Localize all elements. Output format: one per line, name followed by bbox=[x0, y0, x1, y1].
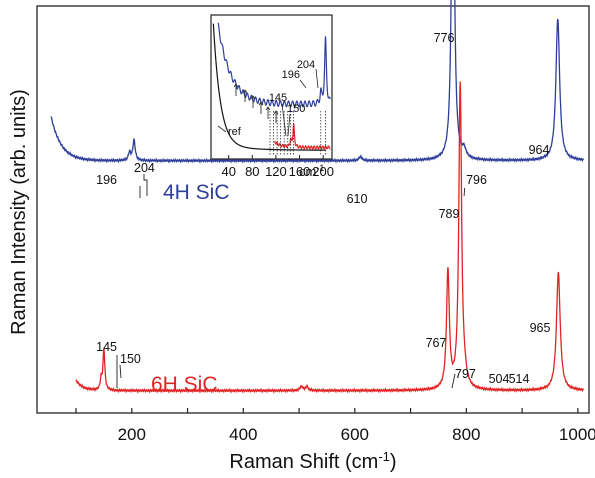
x-axis: 200 400 600 800 1000 bbox=[75, 408, 595, 444]
inset-arrow-head bbox=[233, 83, 239, 88]
x-tick-label: 200 bbox=[118, 425, 146, 444]
x-tick-label: 400 bbox=[229, 425, 257, 444]
inset-x-tick-label: 80 bbox=[245, 164, 259, 179]
inset-leader bbox=[299, 79, 307, 89]
peak-label: 145 bbox=[96, 340, 117, 354]
inset-peak-label: 150 bbox=[287, 103, 305, 115]
peak-label: 797 bbox=[455, 367, 476, 381]
inset-arrow-head bbox=[242, 89, 248, 94]
peak-label: 204 bbox=[134, 161, 155, 175]
inset-arrow-head bbox=[258, 101, 264, 106]
x-tick-label: 800 bbox=[452, 425, 480, 444]
inset-x-unit: cm-1 bbox=[299, 163, 324, 179]
y-axis-title: Raman Intensity (arb. units) bbox=[8, 89, 30, 335]
inset-4h-line bbox=[217, 22, 331, 108]
inset-x-axis: 40 80 120 160 200 bbox=[221, 155, 334, 179]
x-axis-title: Raman Shift (cm-1) bbox=[229, 449, 396, 473]
inset-leader bbox=[287, 113, 291, 137]
x-tick-label: 1000 bbox=[559, 425, 595, 444]
inset-ref-label: ref bbox=[228, 126, 242, 138]
peak-label: 767 bbox=[426, 336, 447, 350]
inset-x-tick-label: 160 bbox=[289, 164, 311, 179]
inset-frame bbox=[210, 14, 333, 160]
peak-label: 964 bbox=[529, 143, 550, 157]
x-tick-label: 600 bbox=[341, 425, 369, 444]
inset-leader bbox=[281, 103, 287, 137]
peak-label: 796 bbox=[466, 173, 487, 187]
peak-label: 965 bbox=[530, 321, 551, 335]
series-layer bbox=[50, 0, 585, 394]
inset-x-tick-label: 120 bbox=[265, 164, 287, 179]
inset-peak-label: 196 bbox=[282, 69, 300, 81]
inset-arrow-head bbox=[250, 95, 256, 100]
peak-leader bbox=[463, 187, 466, 197]
peak-label: 514 bbox=[509, 372, 530, 386]
series-line-6h bbox=[75, 81, 585, 394]
peak-label: 776 bbox=[434, 31, 455, 45]
series-label-6h: 6H SiC bbox=[151, 373, 218, 396]
peak-leader bbox=[143, 174, 148, 196]
inset-arrow-head bbox=[265, 106, 271, 111]
inset-x-tick-label: 40 bbox=[221, 164, 235, 179]
peak-leader bbox=[451, 373, 456, 389]
peak-label: 610 bbox=[347, 192, 368, 206]
inset-peak-label: 145 bbox=[269, 92, 287, 104]
peak-label: 150 bbox=[120, 352, 141, 366]
peak-label: 789 bbox=[439, 207, 460, 221]
series-label-4h: 4H SiC bbox=[163, 181, 230, 204]
inset-peak-label: 204 bbox=[297, 59, 315, 71]
peak-label: 196 bbox=[96, 173, 117, 187]
peak-leader bbox=[119, 364, 122, 379]
plot-frame bbox=[36, 5, 590, 414]
inset-ref-line bbox=[212, 23, 327, 151]
inset-leader bbox=[315, 68, 319, 89]
inset-arrow-head bbox=[273, 110, 279, 115]
inset-ref-leader bbox=[217, 125, 227, 133]
peak-label: 504 bbox=[489, 372, 510, 386]
inset-x-tick-label: 200 bbox=[312, 164, 334, 179]
series-line-4h bbox=[50, 0, 585, 164]
